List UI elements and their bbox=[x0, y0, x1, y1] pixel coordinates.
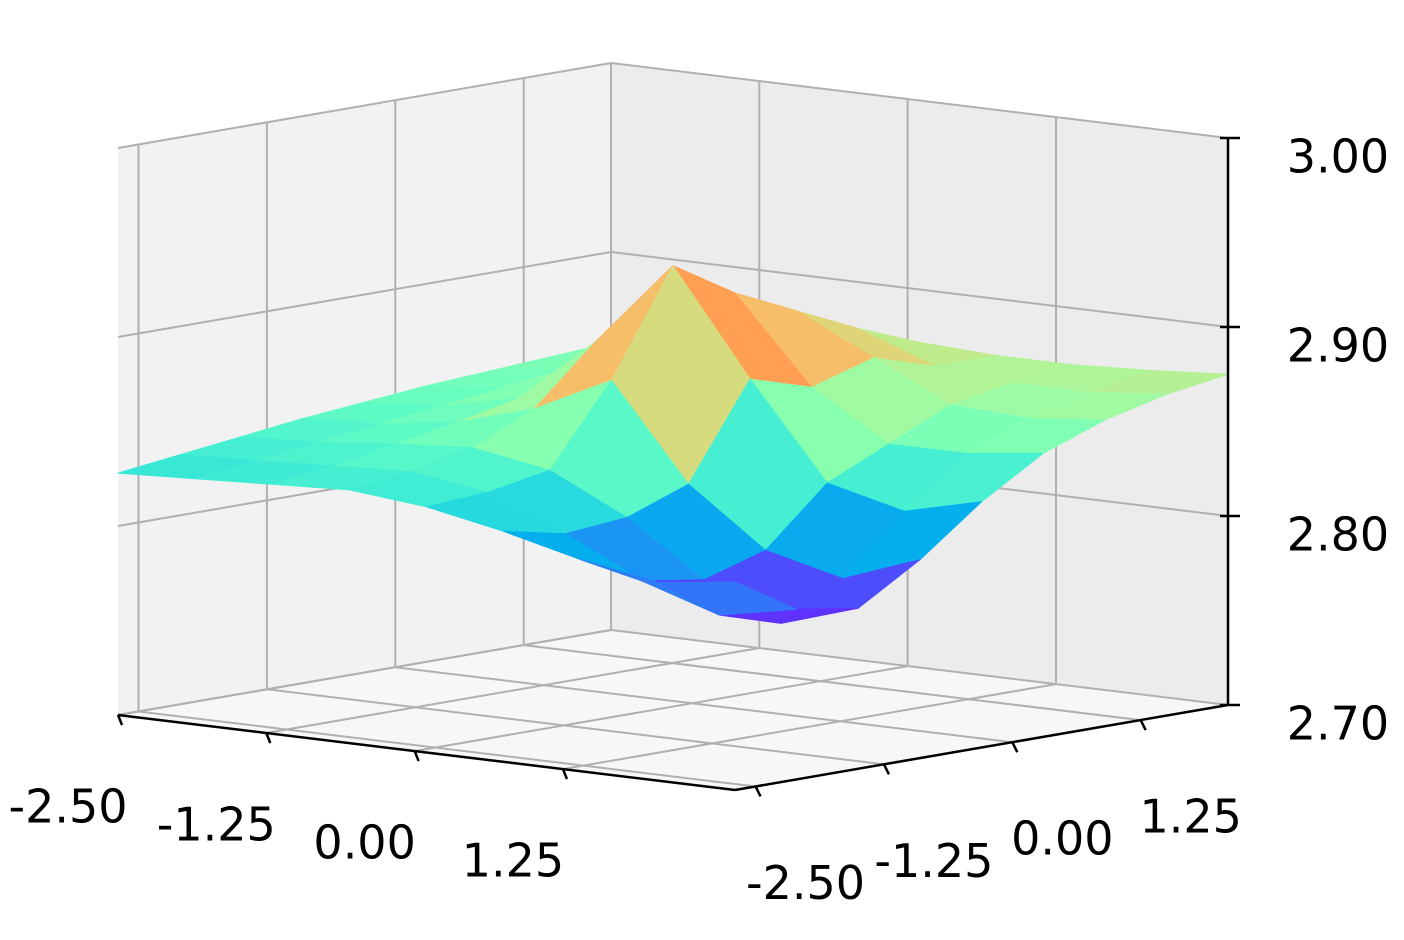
y-tick bbox=[882, 763, 891, 775]
grid-line bbox=[117, 250, 1229, 338]
x-tick bbox=[561, 768, 569, 780]
x-tick bbox=[116, 714, 124, 726]
y-tick-label: 0.00 bbox=[1011, 812, 1113, 866]
y-tick-label: -1.25 bbox=[874, 834, 993, 888]
y-tick bbox=[754, 785, 762, 798]
z-tick-label: 2.70 bbox=[1287, 697, 1389, 751]
grid-line bbox=[117, 628, 1229, 716]
z-tick-label: 2.90 bbox=[1287, 319, 1389, 373]
x-tick-label: 0.00 bbox=[313, 816, 415, 870]
y-tick bbox=[1011, 741, 1019, 753]
z-tick-label: 3.00 bbox=[1287, 130, 1389, 184]
surface-patch bbox=[657, 581, 798, 616]
y-tick-label: 1.25 bbox=[1139, 790, 1241, 844]
y-tick bbox=[1139, 719, 1147, 731]
x-axis bbox=[117, 713, 736, 792]
y-tick-label: -2.50 bbox=[746, 856, 865, 910]
x-tick-label: 1.25 bbox=[462, 834, 564, 888]
left-pane bbox=[118, 63, 611, 715]
x-tick bbox=[413, 750, 420, 762]
x-tick bbox=[265, 732, 272, 744]
z-tick-label: 2.80 bbox=[1287, 508, 1389, 562]
x-tick-label: -2.50 bbox=[8, 780, 127, 834]
x-tick-label: -1.25 bbox=[157, 798, 276, 852]
y-axis bbox=[734, 703, 1229, 792]
floor-pane bbox=[118, 630, 1228, 790]
grid-line bbox=[117, 61, 1229, 149]
